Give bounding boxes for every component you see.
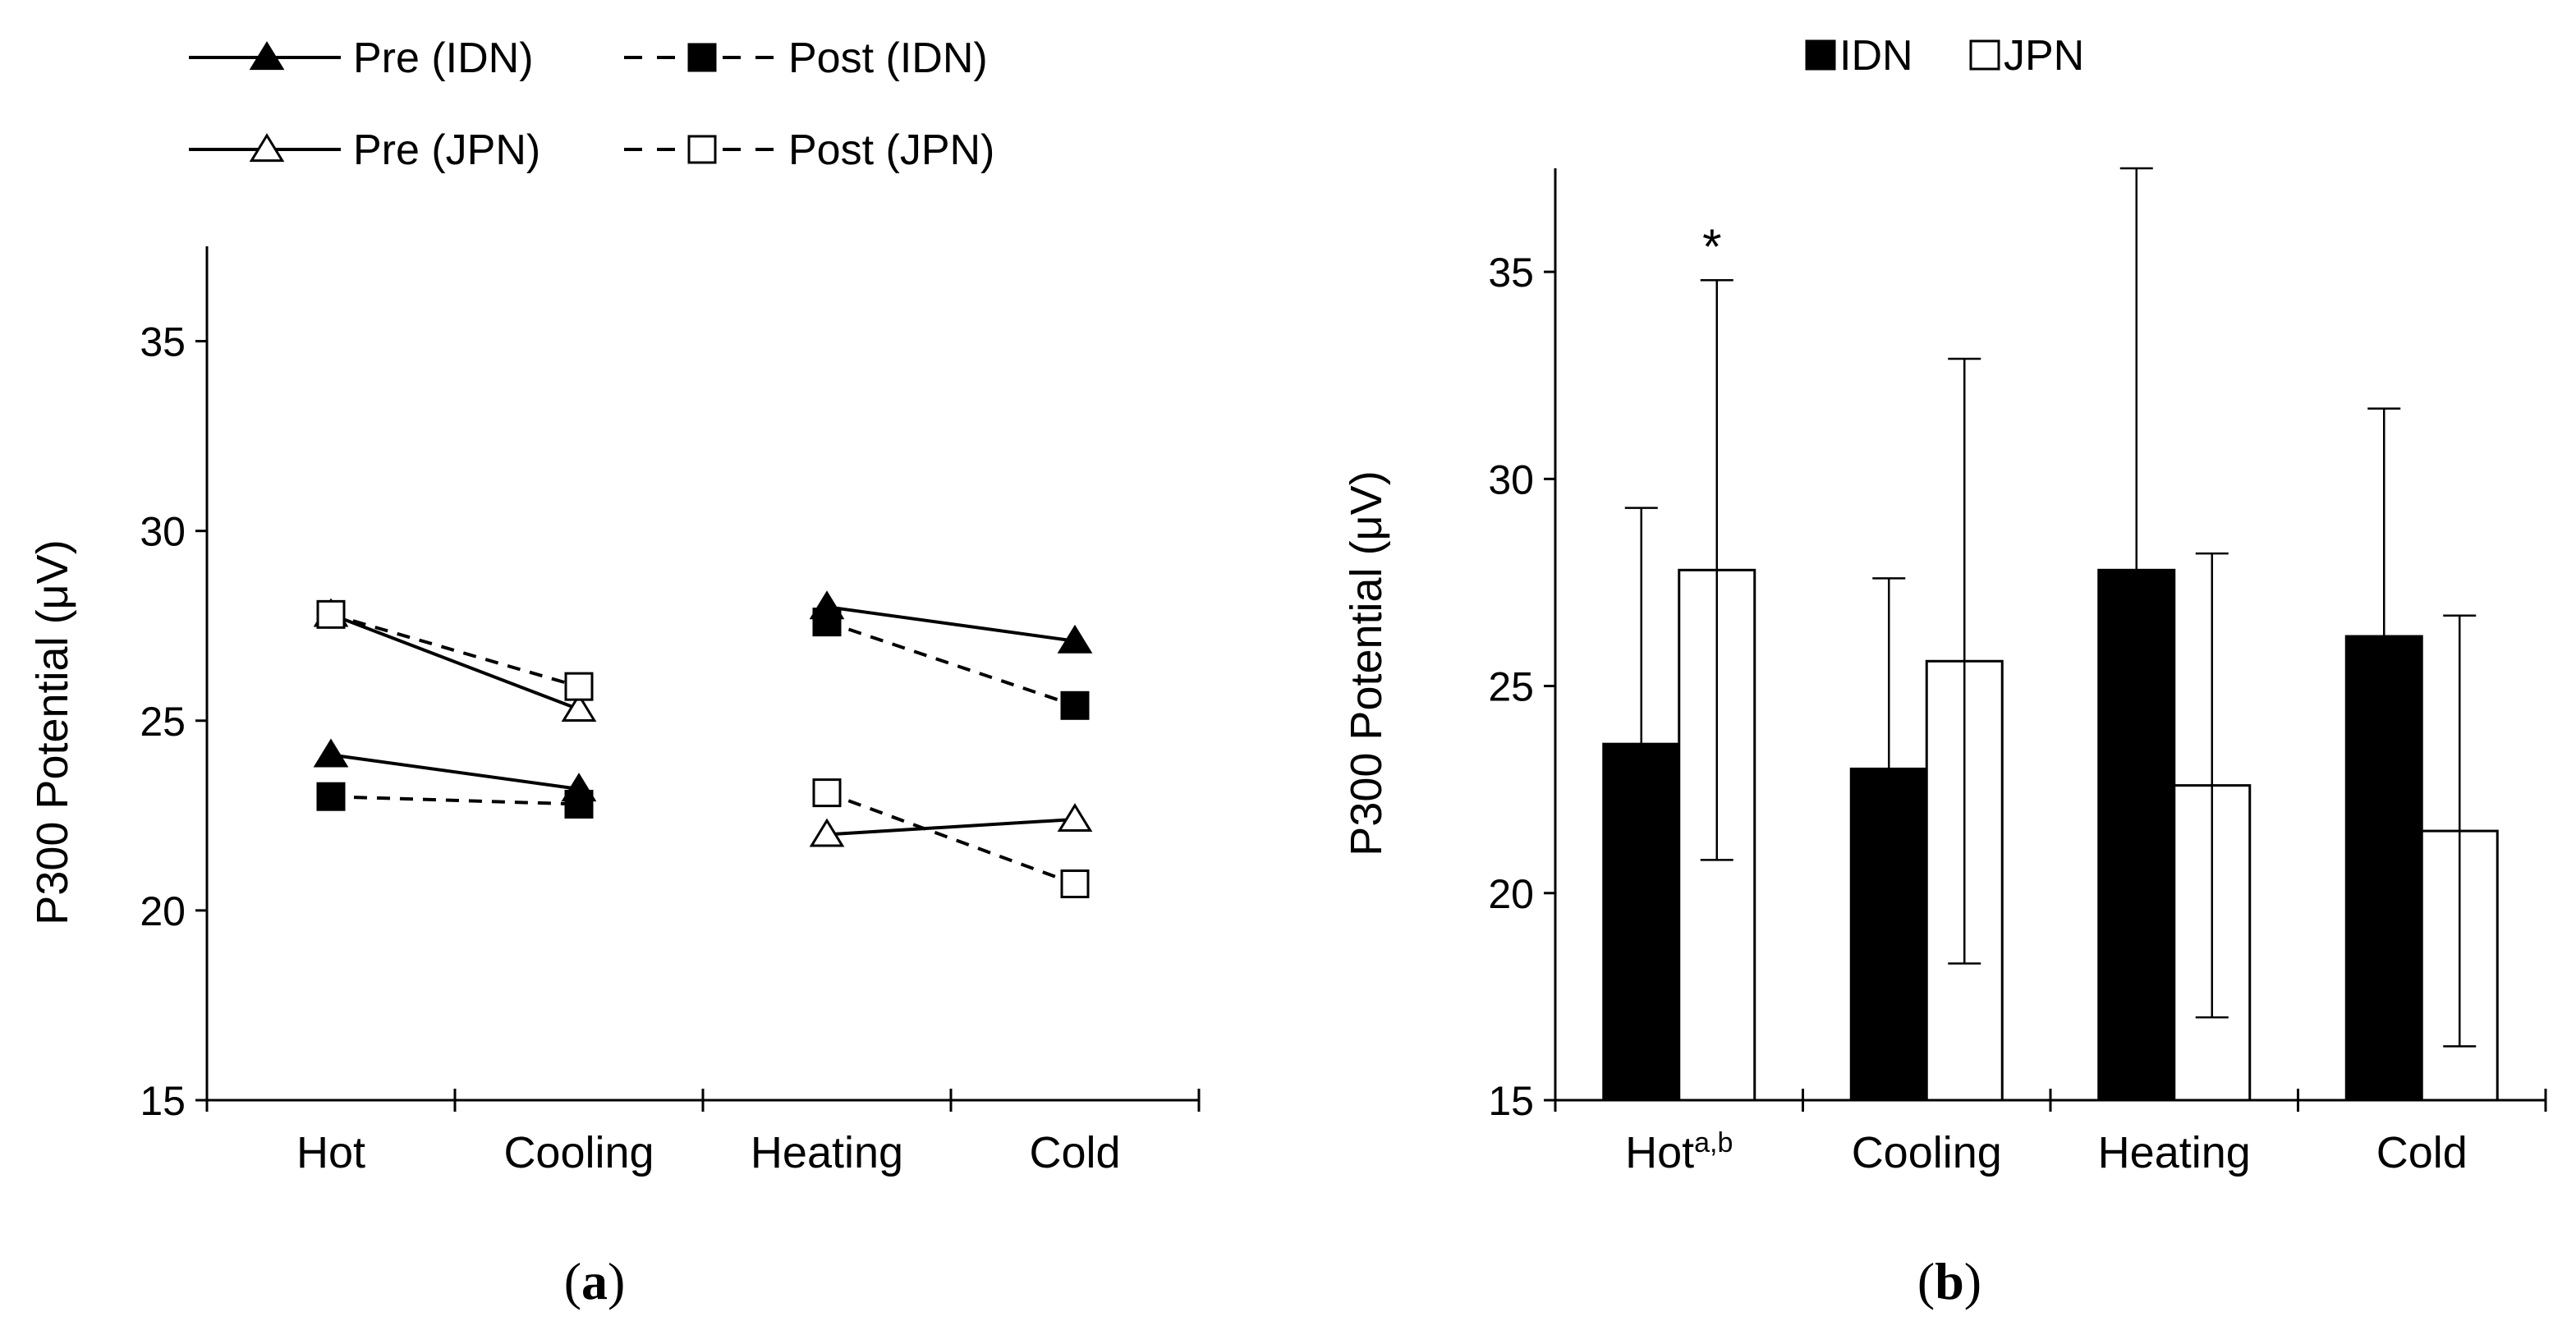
panel-a-line-chart: Pre (IDN) Post (IDN) Pre (JPN) Post (JPN) P… (28, 34, 1201, 1310)
panel-a-x-tick-label-cooling: Cooling (503, 1128, 654, 1177)
panel-a-legend-label: Post (IDN) (788, 34, 988, 82)
panel-a-legend-label: Pre (IDN) (353, 34, 534, 82)
panel-a-point-post-jpn-cold (1060, 869, 1090, 899)
panel-a-point-post-idn-heating (812, 608, 842, 637)
panel-b-bar-group-idn-heating (2097, 167, 2176, 1102)
panel-b-y-axis-label: P300 Potential (μV) (1342, 470, 1391, 856)
panel-a-point-post-idn-hot (316, 782, 346, 811)
panel-b-legend-label: JPN (2004, 32, 2084, 80)
panel-b-x-tick-label-cooling: Cooling (1852, 1128, 2002, 1177)
panel-a-point-post-jpn-hot (316, 599, 346, 629)
panel-b-x-tick-label-hot: Hota,b (1625, 1127, 1733, 1177)
panel-b-bar-group-jpn-cold (2420, 614, 2499, 1102)
panel-b-bar-group-idn-cold (2344, 407, 2423, 1102)
panel-a-axes: 15 20 25 30 35 Hot Cooling Heating Cold (140, 246, 1201, 1177)
panel-a-legend-item-pre-jpn: Pre (JPN) (189, 126, 540, 174)
panel-b-legend-swatch (1805, 39, 1836, 71)
panel-b-y-tick-label: 30 (1488, 456, 1534, 502)
panel-a-x-tick-label-cold: Cold (1029, 1128, 1120, 1177)
panel-a-point-post-jpn-heating (812, 778, 842, 808)
panel-a-series-line-post-idn (330, 795, 580, 806)
panel-a-point-pre-jpn-heating (809, 818, 845, 847)
panel-a-legend-marker (249, 133, 285, 163)
panel-b-x-tick-label-cold: Cold (2376, 1128, 2468, 1177)
panel-a-segment-post-idn (812, 608, 1090, 720)
panel-a-legend: Pre (IDN) Post (IDN) Pre (JPN) Post (JPN) (189, 34, 994, 174)
panel-a-caption: (a) (564, 1252, 626, 1310)
panel-a-legend-marker (687, 43, 717, 72)
panel-b-y-tick-label: 20 (1488, 871, 1534, 917)
panel-a-y-tick-label: 25 (140, 699, 186, 745)
panel-b-bar-group-idn-cooling (1849, 577, 1928, 1102)
panel-a-point-post-idn-cooling (564, 789, 594, 819)
panel-b-legend-item-idn: IDN (1805, 32, 1913, 80)
panel-a-point-pre-idn-hot (313, 738, 349, 768)
panel-b-legend-label: IDN (1839, 32, 1913, 80)
panel-a-legend-item-post-jpn: Post (JPN) (624, 126, 994, 174)
panel-a-x-tick-label-heating: Heating (751, 1128, 903, 1177)
panel-a-legend-item-post-idn: Post (IDN) (624, 34, 988, 82)
panel-a-y-tick-label: 35 (140, 319, 186, 365)
panel-a-point-post-jpn-cooling (564, 672, 594, 701)
panel-b-y-tick-label: 35 (1488, 250, 1534, 296)
panel-b-caption: (b) (1917, 1252, 1981, 1310)
panel-a-y-tick-label: 15 (140, 1078, 186, 1124)
panel-a-point-pre-idn-cold (1057, 624, 1093, 654)
panel-a-legend-marker (249, 41, 285, 71)
panel-a-segment-post-jpn (812, 778, 1090, 899)
panel-b-legend: IDN JPN (1805, 32, 2084, 80)
panel-b-legend-item-jpn: JPN (1969, 32, 2084, 80)
panel-a-series-line-post-jpn (330, 612, 580, 689)
panel-b-bar-group-jpn-cooling (1925, 357, 2004, 1102)
panel-a-legend-label: Pre (JPN) (353, 126, 540, 174)
panel-b-x-tick-label-heating: Heating (2098, 1128, 2251, 1177)
panel-a-series-line-pre-jpn (826, 817, 1076, 837)
panel-b-y-tick-label: 25 (1488, 664, 1534, 710)
panel-b-data-marks: * (1602, 167, 2499, 1102)
panel-b-bar-chart: IDN JPN P300 Potential (μV) 15 20 25 30 35 Hot… (1342, 32, 2547, 1310)
panel-a-series-line-post-idn (826, 620, 1076, 708)
panel-b-bar-group-jpn-heating (2173, 552, 2252, 1102)
panel-a-segment-pre-jpn (809, 803, 1093, 847)
panel-a-series-line-pre-idn (330, 753, 580, 791)
panel-a-point-pre-jpn-cooling (561, 693, 597, 723)
panel-b-significance-marker: * (1702, 219, 1721, 274)
panel-a-segment-post-jpn (316, 599, 594, 701)
panel-a-series-line-pre-idn (826, 605, 1076, 643)
panel-a-legend-item-pre-idn: Pre (IDN) (189, 34, 534, 82)
panel-a-legend-marker (687, 135, 717, 164)
panel-a-y-axis-label: P300 Potential (μV) (28, 539, 77, 924)
panel-a-point-post-idn-cold (1060, 690, 1090, 720)
panel-b-legend-swatch (1969, 39, 2000, 71)
panel-a-x-tick-label-hot: Hot (296, 1128, 365, 1177)
panel-a-data-marks (313, 590, 1093, 899)
panel-a-segment-post-idn (316, 782, 594, 819)
panel-a-y-tick-label: 20 (140, 888, 186, 934)
panel-b-bar-group-jpn-hot (1678, 278, 1756, 1102)
panel-a-series-line-pre-jpn (330, 612, 580, 711)
panel-b-y-tick-label: 15 (1488, 1078, 1534, 1124)
panel-a-point-pre-jpn-cold (1057, 803, 1093, 833)
panel-a-legend-label: Post (JPN) (788, 126, 994, 174)
panel-a-y-tick-label: 30 (140, 509, 186, 555)
